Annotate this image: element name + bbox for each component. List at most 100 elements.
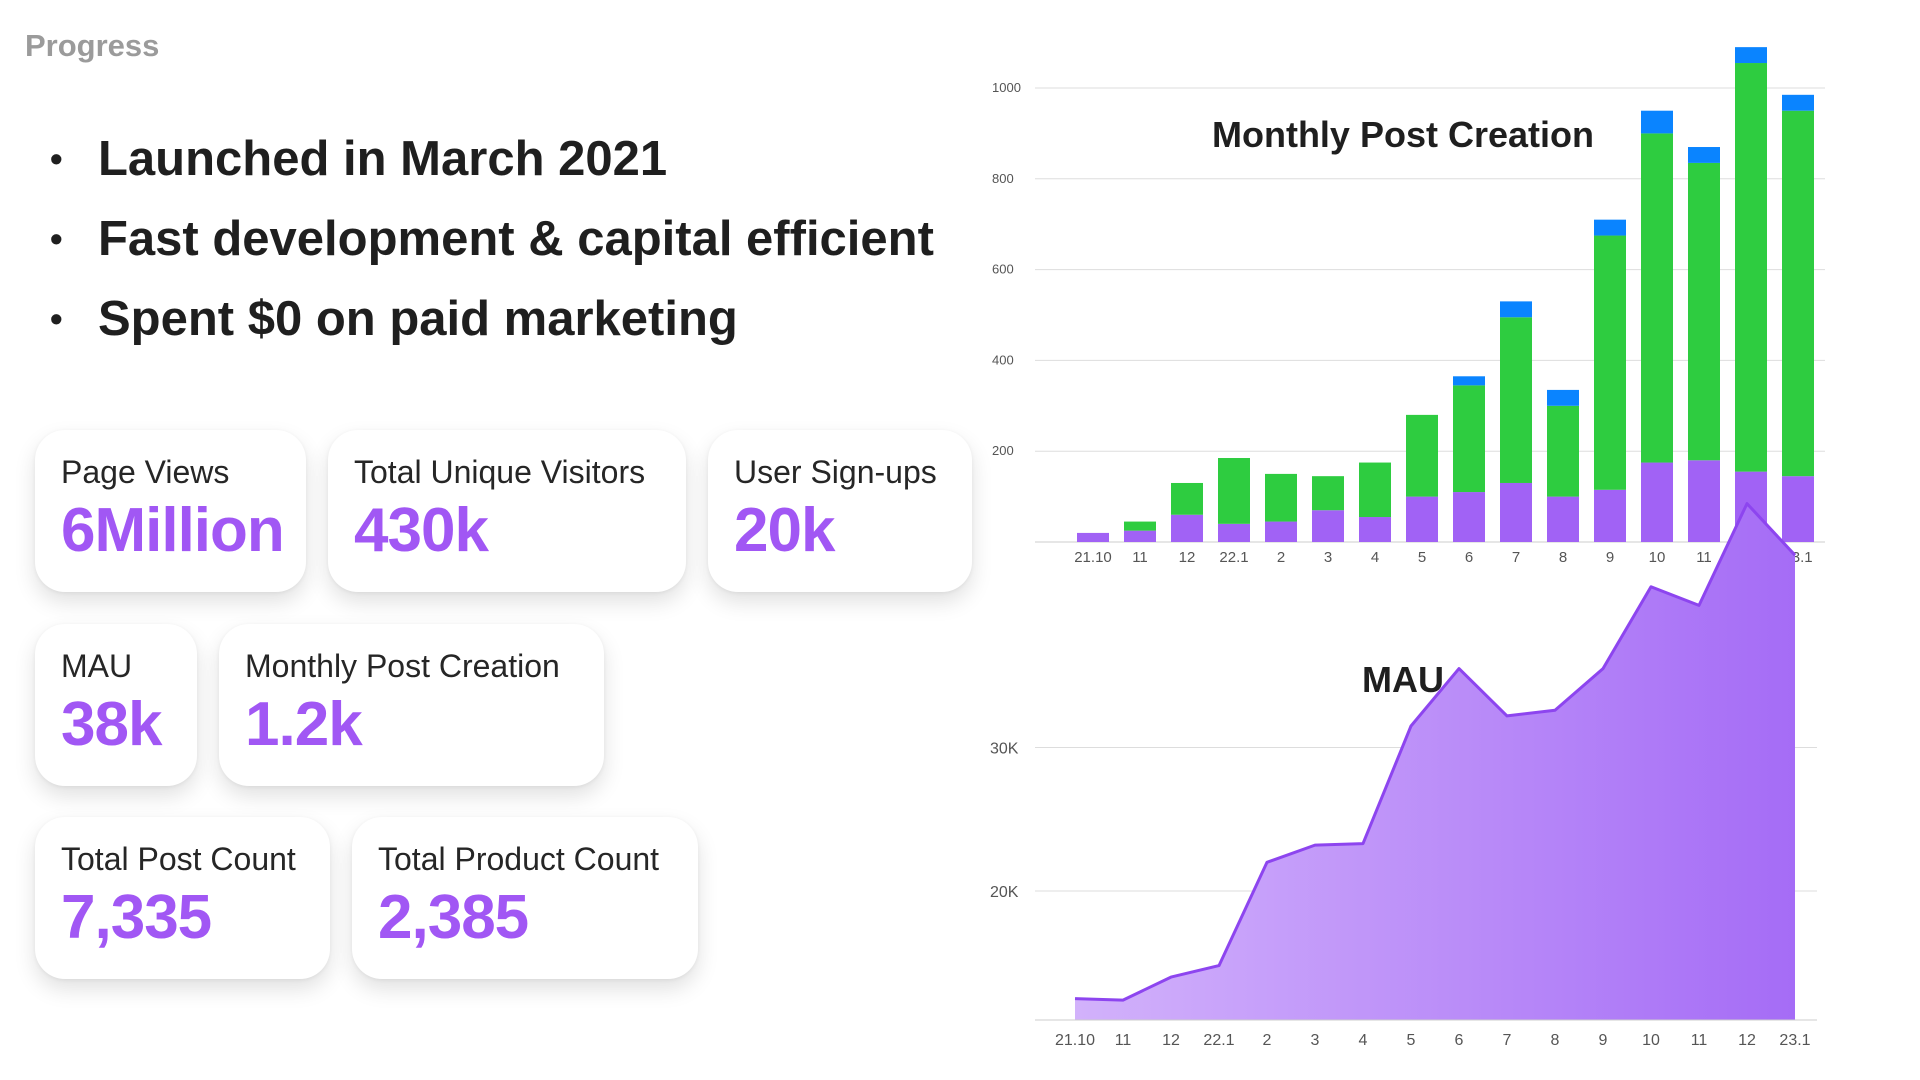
card-page-views: Page Views 6Million — [35, 430, 306, 592]
card-label: Monthly Post Creation — [245, 648, 560, 684]
card-value: 20k — [734, 496, 835, 565]
x-tick-label: 5 — [1407, 1032, 1416, 1049]
x-tick-label: 22.1 — [1203, 1032, 1234, 1049]
x-tick-label: 4 — [1371, 549, 1379, 566]
bar-segment — [1077, 532, 1109, 542]
x-tick-label: 3 — [1311, 1032, 1320, 1049]
x-tick-label: 11 — [1132, 549, 1148, 566]
bar-segment — [1453, 385, 1485, 493]
bar-segment — [1359, 462, 1391, 518]
card-value: 7,335 — [61, 883, 212, 952]
bar-segment — [1124, 530, 1156, 542]
card-label: Page Views — [61, 454, 230, 490]
card-mau: MAU 38k — [35, 624, 197, 786]
y-tick-label: 400 — [992, 352, 1014, 367]
bullet-launch: Launched in March 2021 — [50, 126, 934, 206]
y-tick-label: 1000 — [992, 80, 1021, 95]
x-tick-label: 9 — [1599, 1032, 1608, 1049]
card-value: 430k — [354, 496, 489, 565]
bar-segment — [1218, 523, 1250, 542]
bar-segment — [1124, 521, 1156, 531]
x-tick-label: 7 — [1512, 549, 1520, 566]
card-value: 2,385 — [378, 883, 529, 952]
bar-segment — [1782, 94, 1814, 111]
bar-segment — [1594, 219, 1626, 236]
x-tick-label: 3 — [1324, 549, 1332, 566]
card-label: Total Post Count — [61, 841, 296, 877]
x-tick-label: 2 — [1263, 1032, 1272, 1049]
bar-segment — [1735, 47, 1767, 64]
bar-segment — [1735, 63, 1767, 472]
bar-segment — [1406, 496, 1438, 542]
bullet-efficiency: Fast development & capital efficient — [50, 206, 934, 286]
bar-segment — [1594, 489, 1626, 542]
card-unique-visitors: Total Unique Visitors 430k — [328, 430, 686, 592]
x-tick-label: 21.10 — [1055, 1032, 1095, 1049]
card-value: 6Million — [61, 496, 285, 565]
post-creation-chart: 200 400 600 800 1000 21.10 11 12 22.1 2 3 4 5 6 7 8 9 10 1… — [992, 47, 1825, 566]
x-tick-label: 9 — [1606, 549, 1614, 566]
x-tick-label: 5 — [1418, 549, 1426, 566]
card-label: MAU — [61, 648, 133, 684]
x-tick-label: 6 — [1465, 549, 1473, 566]
card-monthly-posts: Monthly Post Creation 1.2k — [219, 624, 604, 786]
x-tick-label: 4 — [1359, 1032, 1368, 1049]
card-total-posts: Total Post Count 7,335 — [35, 817, 330, 979]
x-tick-label: 22.1 — [1219, 549, 1248, 566]
bar-segment — [1547, 405, 1579, 497]
bar-segment — [1359, 517, 1391, 542]
card-value: 1.2k — [245, 690, 363, 759]
card-label: Total Unique Visitors — [354, 454, 646, 490]
y-tick-label: 30K — [990, 741, 1019, 758]
x-tick-label: 21.10 — [1074, 549, 1112, 566]
x-tick-label: 23.1 — [1779, 1032, 1810, 1049]
card-signups: User Sign-ups 20k — [708, 430, 972, 592]
card-value: 38k — [61, 690, 162, 759]
card-total-products: Total Product Count 2,385 — [352, 817, 698, 979]
bar-segment — [1641, 462, 1673, 542]
area-fill — [1075, 503, 1795, 1021]
bar-segment — [1312, 510, 1344, 542]
bar-segment — [1218, 458, 1250, 524]
bar-segment — [1641, 110, 1673, 134]
x-tick-label: 11 — [1691, 1032, 1708, 1049]
x-tick-label: 12 — [1179, 549, 1196, 566]
bar-segment — [1312, 476, 1344, 511]
y-tick-label: 200 — [992, 443, 1014, 458]
x-tick-label: 6 — [1455, 1032, 1464, 1049]
bar-segment — [1406, 414, 1438, 497]
bar-segment — [1688, 460, 1720, 542]
bar-segment — [1782, 110, 1814, 477]
bar-segment — [1641, 133, 1673, 463]
bar-segment — [1688, 162, 1720, 461]
x-tick-label: 8 — [1551, 1032, 1560, 1049]
bullet-list: Launched in March 2021 Fast development … — [50, 126, 934, 366]
x-tick-label: 10 — [1649, 549, 1666, 566]
bar-segment — [1500, 317, 1532, 483]
bar-segment — [1547, 496, 1579, 542]
bar-segment — [1453, 492, 1485, 542]
card-label: Total Product Count — [378, 841, 660, 877]
x-tick-label: 7 — [1503, 1032, 1512, 1049]
series-line — [1074, 502, 1797, 1002]
mau-chart: 20K 30K 21.10 11 12 22.1 2 3 4 5 6 7 8 9 10 11 12 23.1 MAU — [990, 502, 1817, 1049]
x-tick-label: 11 — [1115, 1032, 1132, 1049]
x-tick-label: 2 — [1277, 549, 1285, 566]
y-tick-label: 600 — [992, 262, 1014, 277]
section-title: Progress — [25, 28, 160, 63]
x-tick-label: 10 — [1642, 1032, 1660, 1049]
bar-segment — [1171, 514, 1203, 542]
card-label: User Sign-ups — [734, 454, 937, 490]
bar-segment — [1782, 476, 1814, 542]
y-tick-label: 20K — [990, 884, 1019, 901]
chart-title: Monthly Post Creation — [1212, 114, 1594, 155]
bar-segment — [1500, 482, 1532, 542]
bar-segment — [1453, 376, 1485, 386]
x-tick-label: 8 — [1559, 549, 1567, 566]
x-tick-label: 12 — [1738, 1032, 1756, 1049]
bar-segment — [1171, 482, 1203, 515]
bar-segment — [1265, 521, 1297, 542]
bullet-marketing: Spent $0 on paid marketing — [50, 286, 934, 366]
chart-title: MAU — [1362, 659, 1444, 700]
